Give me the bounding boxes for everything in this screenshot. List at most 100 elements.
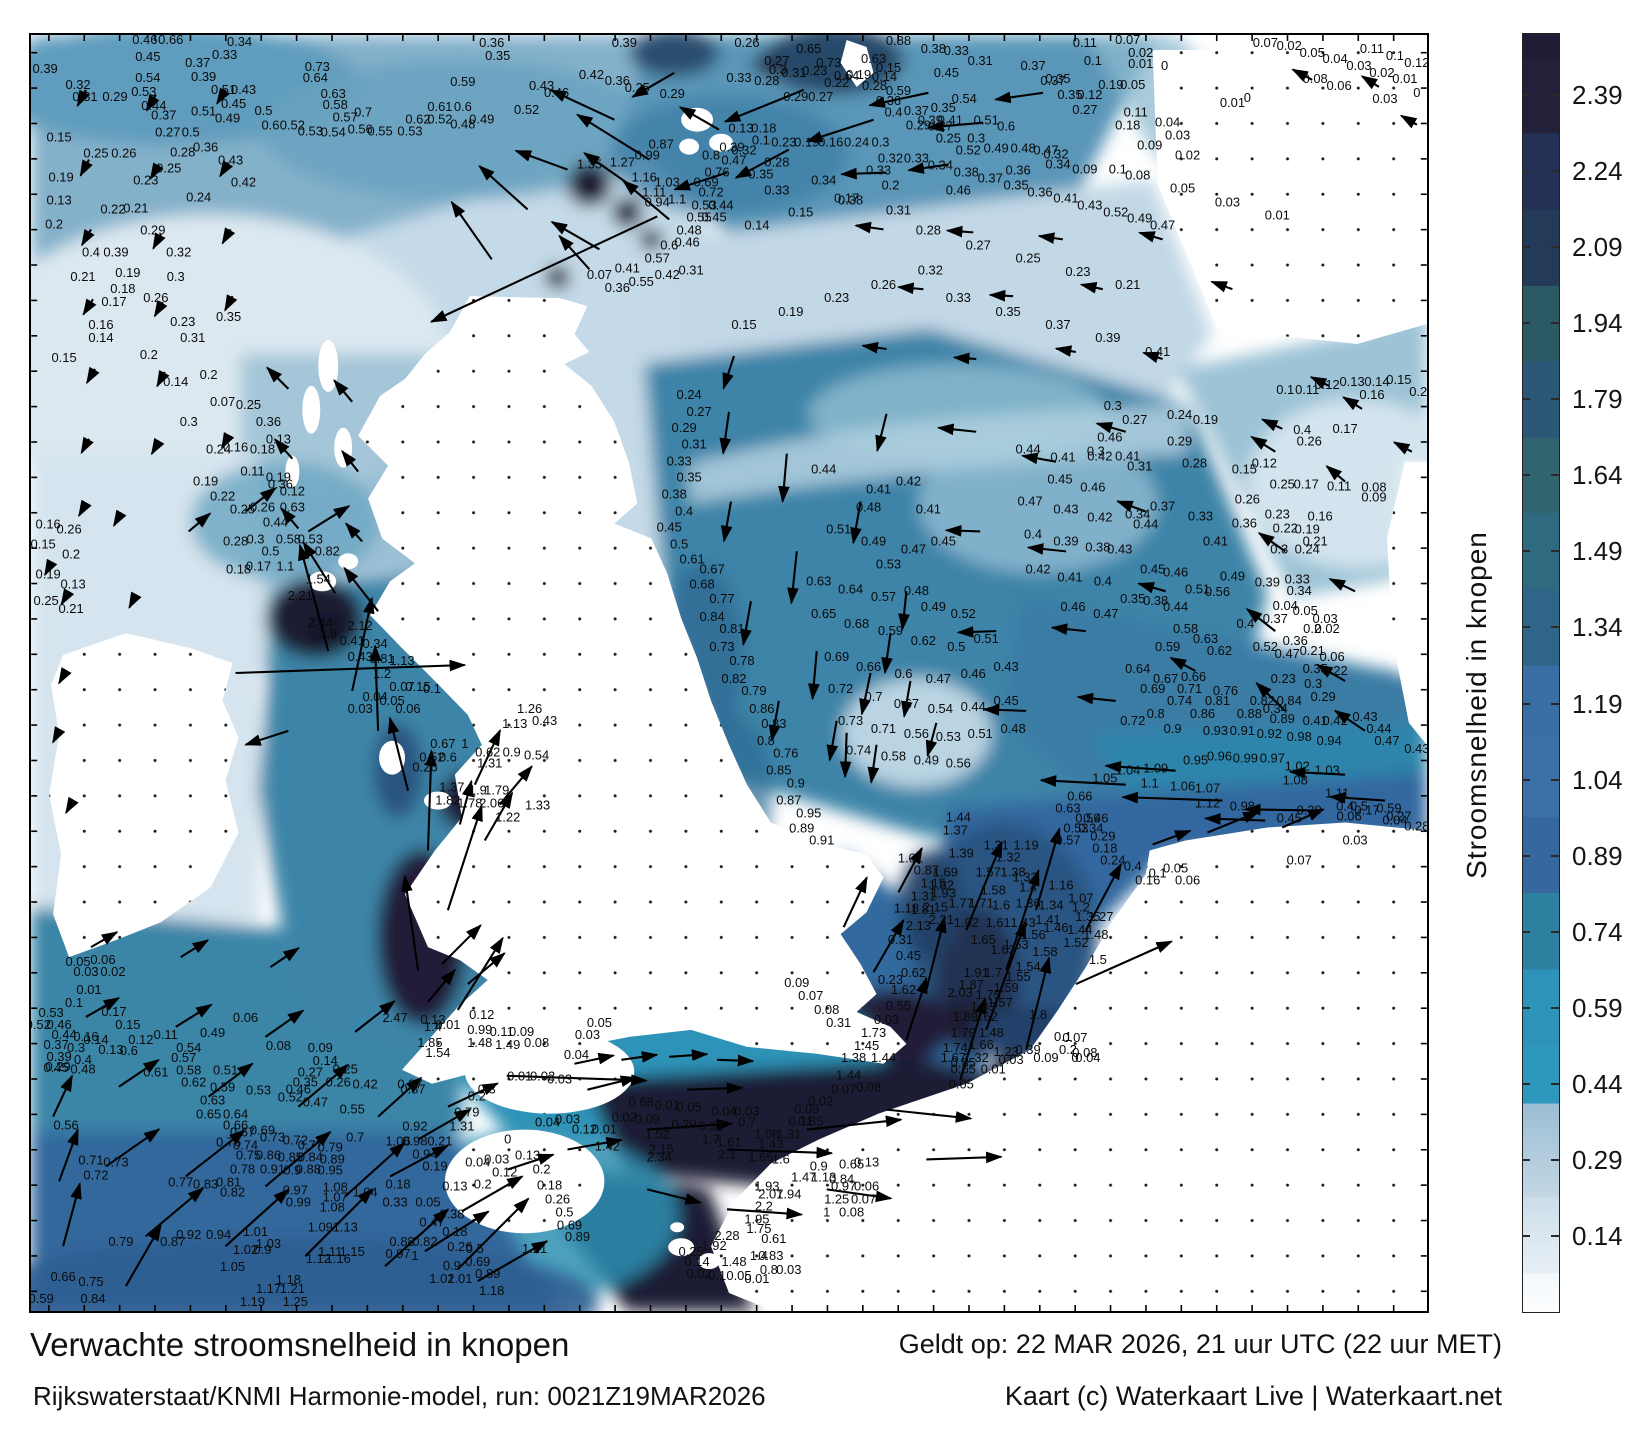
svg-text:1: 1 xyxy=(461,736,468,751)
svg-text:0.17: 0.17 xyxy=(1332,421,1357,436)
svg-text:1.48: 1.48 xyxy=(467,1035,492,1050)
svg-text:0.41: 0.41 xyxy=(1203,533,1228,548)
svg-text:1.7: 1.7 xyxy=(702,1132,720,1147)
svg-text:1.08: 1.08 xyxy=(320,1199,345,1214)
svg-text:0.52: 0.52 xyxy=(1103,204,1128,219)
svg-text:0.43: 0.43 xyxy=(348,649,373,664)
svg-text:0.3: 0.3 xyxy=(967,131,985,146)
axis-border-ticks xyxy=(31,35,1427,1311)
svg-text:0.21: 0.21 xyxy=(1303,533,1328,548)
svg-text:0.34: 0.34 xyxy=(811,173,836,188)
svg-text:0.71: 0.71 xyxy=(1177,681,1202,696)
svg-text:2.47: 2.47 xyxy=(382,1010,407,1025)
svg-text:0.46: 0.46 xyxy=(1080,480,1105,495)
svg-text:0.35: 0.35 xyxy=(996,304,1021,319)
svg-text:0.82: 0.82 xyxy=(412,1234,437,1249)
svg-text:0.62: 0.62 xyxy=(181,1075,206,1090)
calm-sea-lyme-bay xyxy=(464,1029,635,1114)
svg-text:1.13: 1.13 xyxy=(333,1219,358,1234)
svg-text:0.59: 0.59 xyxy=(450,74,475,89)
svg-text:0.46: 0.46 xyxy=(961,666,986,681)
island-anglesey xyxy=(423,791,452,810)
svg-text:0.29: 0.29 xyxy=(660,86,685,101)
svg-text:0.6: 0.6 xyxy=(261,118,279,133)
svg-text:0.36: 0.36 xyxy=(876,93,901,108)
svg-text:0.9: 0.9 xyxy=(787,776,805,791)
svg-text:2.15: 2.15 xyxy=(649,1141,674,1156)
svg-text:1.18: 1.18 xyxy=(276,1272,301,1287)
svg-text:0.5: 0.5 xyxy=(1350,799,1368,814)
colorbar-tick-mark xyxy=(1522,322,1530,325)
svg-text:1.35: 1.35 xyxy=(1075,909,1100,924)
svg-text:0.16: 0.16 xyxy=(36,516,61,531)
svg-text:0.44: 0.44 xyxy=(1015,442,1040,457)
svg-text:0.09: 0.09 xyxy=(784,975,809,990)
colorbar-tick-mark xyxy=(1551,1006,1559,1009)
svg-text:0.16: 0.16 xyxy=(73,1029,98,1044)
svg-text:0.53: 0.53 xyxy=(936,729,961,744)
svg-text:0.39: 0.39 xyxy=(47,1049,72,1064)
svg-text:1.78: 1.78 xyxy=(457,796,482,811)
svg-text:0.45: 0.45 xyxy=(135,49,160,64)
svg-text:1.54: 1.54 xyxy=(1015,959,1040,974)
svg-text:0.3: 0.3 xyxy=(246,531,264,546)
svg-text:0.13: 0.13 xyxy=(98,1042,123,1057)
svg-text:1.48: 1.48 xyxy=(721,1254,746,1269)
svg-text:0.69: 0.69 xyxy=(557,1217,582,1232)
svg-text:0.29: 0.29 xyxy=(906,118,931,133)
colorbar-tick-mark xyxy=(1522,930,1530,933)
svg-text:1.92: 1.92 xyxy=(954,915,979,930)
svg-text:0.31: 0.31 xyxy=(826,1015,851,1030)
colorbar-tick-mark xyxy=(1522,626,1530,629)
svg-text:1.37: 1.37 xyxy=(439,780,464,795)
svg-text:0.63: 0.63 xyxy=(280,500,305,515)
svg-text:0.15: 0.15 xyxy=(115,1017,140,1032)
svg-text:1.65: 1.65 xyxy=(971,932,996,947)
svg-text:0.36: 0.36 xyxy=(1232,515,1257,530)
svg-text:0.09: 0.09 xyxy=(509,1024,534,1039)
svg-text:0.3: 0.3 xyxy=(180,414,198,429)
svg-text:1.44: 1.44 xyxy=(836,1068,861,1083)
svg-text:0.69: 0.69 xyxy=(250,1123,275,1138)
svg-text:1.92: 1.92 xyxy=(701,1238,726,1253)
svg-text:0.89: 0.89 xyxy=(1270,711,1295,726)
svg-text:0.79: 0.79 xyxy=(454,1105,479,1120)
svg-text:0.42: 0.42 xyxy=(579,67,604,82)
svg-text:0.32: 0.32 xyxy=(166,244,191,259)
svg-text:0.31: 0.31 xyxy=(72,89,97,104)
current-direction-arrows xyxy=(44,68,1418,1287)
svg-text:0.84: 0.84 xyxy=(699,609,724,624)
svg-text:0.52: 0.52 xyxy=(419,750,444,765)
svg-text:0.35: 0.35 xyxy=(1303,661,1328,676)
svg-text:0.12: 0.12 xyxy=(1252,456,1277,471)
colorbar-tick-mark xyxy=(1522,1006,1530,1009)
svg-text:1.77: 1.77 xyxy=(949,895,974,910)
svg-text:0.93: 0.93 xyxy=(1203,723,1228,738)
svg-text:0.62: 0.62 xyxy=(1207,643,1232,658)
svg-text:0.7: 0.7 xyxy=(738,1115,756,1130)
svg-text:0.5: 0.5 xyxy=(466,1241,484,1256)
svg-text:0.12: 0.12 xyxy=(280,484,305,499)
svg-text:0.3: 0.3 xyxy=(872,135,890,150)
svg-text:0.35: 0.35 xyxy=(931,100,956,115)
svg-text:0.84: 0.84 xyxy=(80,1291,105,1306)
svg-text:1.02: 1.02 xyxy=(1285,759,1310,774)
svg-text:0.45: 0.45 xyxy=(896,948,921,963)
svg-text:0.15: 0.15 xyxy=(31,536,56,551)
svg-text:1.55: 1.55 xyxy=(1006,969,1031,984)
svg-text:0.37: 0.37 xyxy=(904,103,929,118)
svg-text:1.82: 1.82 xyxy=(435,793,460,808)
svg-text:1.01: 1.01 xyxy=(447,1271,472,1286)
svg-text:0.26: 0.26 xyxy=(1235,492,1260,507)
land-great-britain xyxy=(358,296,907,1084)
svg-text:0.29: 0.29 xyxy=(140,222,165,237)
svg-text:0.35: 0.35 xyxy=(1045,71,1070,86)
svg-text:0.19: 0.19 xyxy=(49,170,74,185)
svg-text:0.45: 0.45 xyxy=(701,209,726,224)
svg-text:0.37: 0.37 xyxy=(44,1037,69,1052)
svg-text:0.61: 0.61 xyxy=(427,99,452,114)
svg-text:1.08: 1.08 xyxy=(1283,773,1308,788)
svg-text:0.14: 0.14 xyxy=(872,69,897,84)
svg-text:0.95: 0.95 xyxy=(318,1162,343,1177)
svg-text:0.52: 0.52 xyxy=(278,1090,303,1105)
